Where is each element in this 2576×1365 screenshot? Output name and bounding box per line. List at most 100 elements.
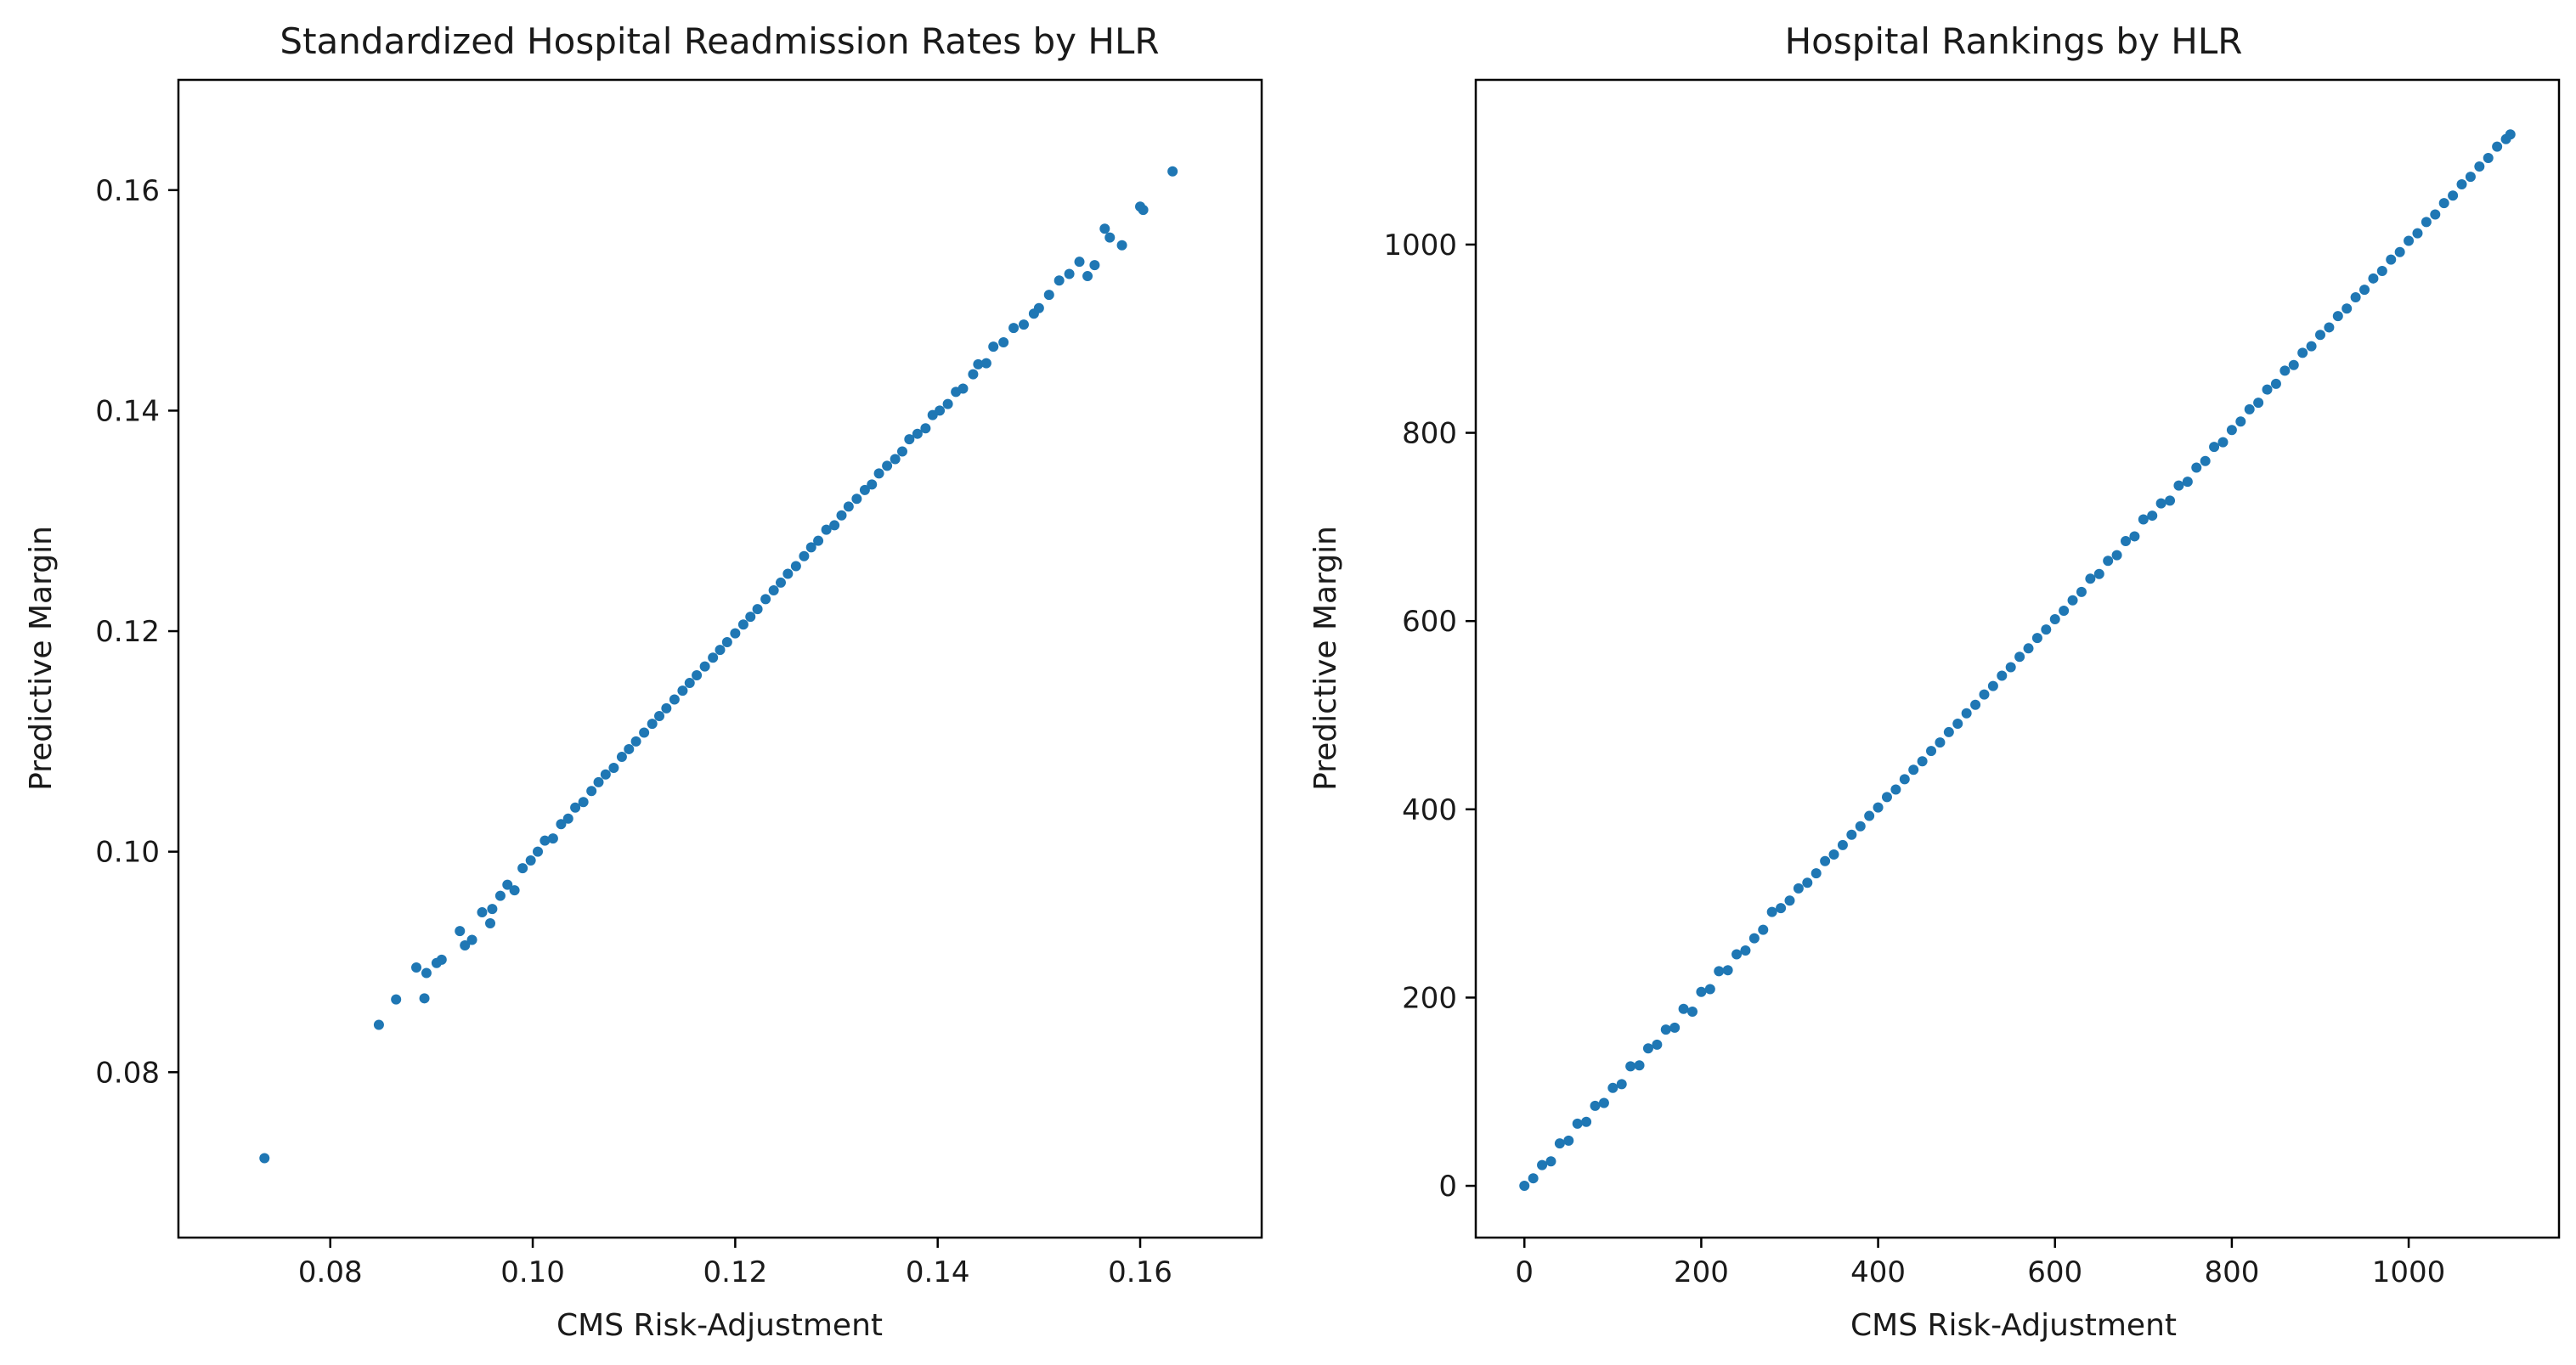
scatter-point [654,711,665,722]
scatter-point [373,1019,384,1030]
scatter-point [896,446,907,457]
scatter-point [624,743,635,754]
scatter-point [1899,774,1910,785]
scatter-point [556,819,567,830]
x-tick-label: 0.16 [1108,1255,1172,1289]
scatter-point [455,926,466,937]
scatter-point [2121,535,2131,546]
scatter-point [692,669,703,680]
scatter-point [1837,839,1848,850]
scatter-point [1074,257,1085,268]
scatter-point [684,678,695,689]
scatter-point [890,454,901,465]
scatter-point [2456,179,2467,190]
scatter-point [1890,784,1901,795]
scatter-point [968,369,979,380]
scatter-point [1943,726,1954,737]
scatter-point [1572,1118,1583,1129]
y-tick-label: 0 [1438,1170,1457,1204]
scatter-point [661,702,672,714]
x-tick-label: 400 [1850,1255,1906,1289]
scatter-point [1979,689,1990,700]
scatter-point [2448,190,2459,201]
scatter-point [813,535,824,546]
scatter-point [2332,311,2343,322]
scatter-point [1864,810,1875,821]
scatter-point [782,568,794,579]
scatter-point [2404,235,2415,246]
scatter-point [436,954,447,965]
scatter-point [1167,166,1178,177]
scatter-point [1926,746,1937,757]
scatter-point [715,645,726,656]
scatter-point [2342,303,2353,314]
scatter-point [2165,495,2176,506]
scatter-point [509,885,520,896]
scatter-point [2438,198,2449,209]
scatter-point [1554,1138,1565,1149]
scatter-point [998,336,1009,347]
scatter-point [2005,662,2016,673]
scatter-point [2412,228,2423,239]
x-tick-label: 0.08 [298,1255,363,1289]
scatter-point [821,524,832,535]
scatter-point [2209,442,2220,453]
scatter-point [2492,141,2503,152]
scatter-point [421,967,432,979]
x-tick-label: 800 [2204,1255,2259,1289]
scatter-point [487,904,498,915]
scatter-point [935,405,946,416]
scatter-point [647,719,658,730]
y-tick-label: 0.16 [95,174,160,208]
scatter-point [2031,633,2042,644]
scatter-point [2386,254,2397,265]
scatter-point [2430,209,2441,220]
scatter-point [2235,416,2246,427]
scatter-point [2297,347,2308,358]
scatter-point [699,661,710,672]
scatter-point [494,890,506,901]
scatter-point [2217,437,2229,448]
y-tick-label: 0.12 [95,615,160,649]
scatter-point [1104,232,1116,243]
scatter-point [2359,285,2370,296]
scatter-point [1669,1022,1681,1033]
scatter-point [1758,924,1769,935]
scatter-point [799,550,810,561]
scatter-point [639,727,650,738]
scatter-point [1740,945,1751,956]
scatter-point [1793,883,1804,894]
scatter-point [1138,205,1149,216]
x-axis-label: CMS Risk-Adjustment [556,1308,883,1343]
scatter-point [2173,480,2184,491]
scatter-point [1598,1097,1609,1108]
scatter-point [2288,359,2299,370]
scatter-point [1590,1100,1601,1111]
scatter-point [920,423,931,434]
scatter-point [912,428,923,439]
scatter-point [2465,172,2476,183]
x-tick-label: 200 [1674,1255,1729,1289]
scatter-point [539,835,551,846]
scatter-point [2226,425,2237,436]
scatter-point [2376,265,2387,276]
scatter-point [1731,949,1743,960]
scatter-point [2505,129,2516,140]
scatter-point [2138,514,2149,525]
scatter-point [1625,1061,1636,1072]
scatter-point [2324,322,2335,333]
scatter-point [859,484,870,495]
scatter-point [760,594,771,605]
scatter-point [1064,268,1075,279]
scatter-point [1519,1181,1530,1192]
x-tick-label: 600 [2027,1255,2082,1289]
scatter-point [1082,271,1093,282]
scatter-point [873,468,884,479]
scatter-point [1099,223,1110,234]
scatter-point [1820,855,1831,866]
scatter-point [1537,1159,1548,1170]
chart-title: Standardized Hospital Readmission Rates … [280,20,1159,62]
scatter-points [1519,129,2516,1192]
scatter-point [1634,1060,1645,1071]
scatter-point [2200,455,2211,466]
